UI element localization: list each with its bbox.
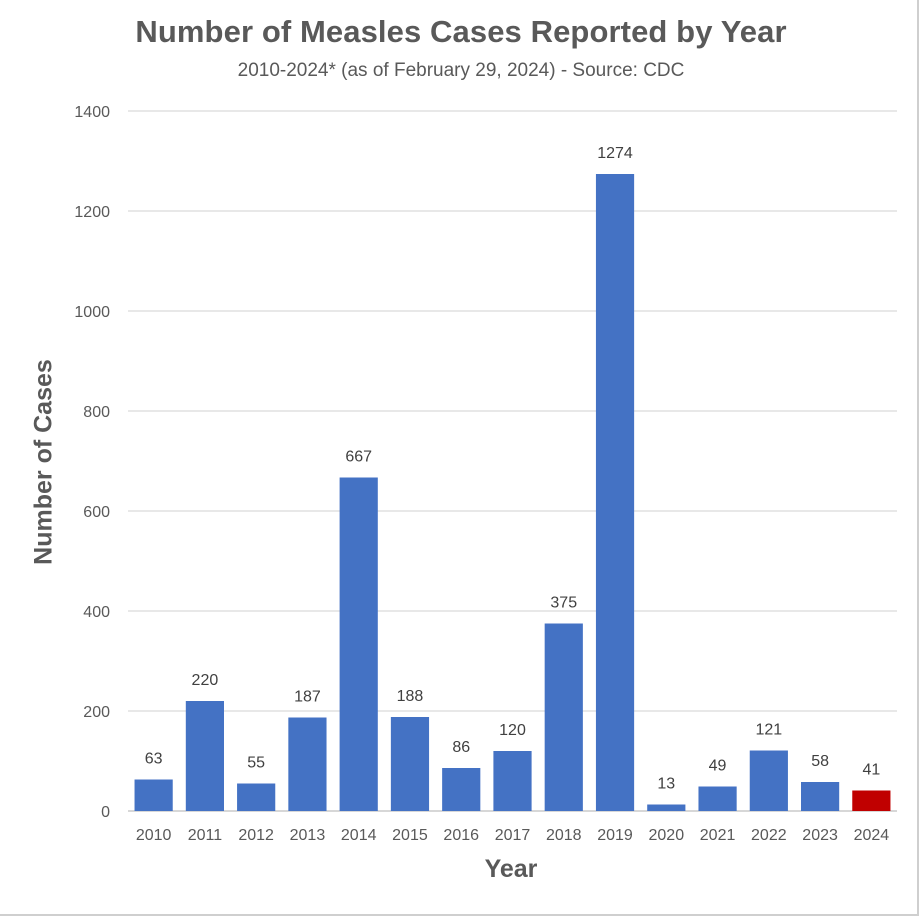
data-labels: 63 220 55 187 667 188 86 120 375 1274 13 49 121 58 41	[145, 145, 881, 793]
data-label-2018: 375	[550, 595, 577, 612]
bar-2011	[185, 701, 224, 811]
x-tick-label-2017: 2017	[495, 827, 531, 844]
x-tick-label-2010: 2010	[136, 827, 172, 844]
x-tick-label-2016: 2016	[443, 827, 479, 844]
bar-2019	[595, 174, 635, 811]
x-tick-label-2014: 2014	[341, 827, 377, 844]
bar-2021	[698, 786, 737, 811]
y-tick-label: 0	[101, 804, 110, 821]
x-tick-label-2020: 2020	[649, 827, 685, 844]
data-label-2012: 55	[247, 755, 265, 772]
data-label-2021: 49	[709, 758, 727, 775]
data-label-2016: 86	[452, 739, 470, 756]
data-label-2011: 220	[192, 672, 219, 689]
data-label-2023: 58	[811, 753, 829, 770]
data-label-2010: 63	[145, 751, 163, 768]
x-tick-label-2022: 2022	[751, 827, 787, 844]
gridlines	[128, 110, 897, 812]
y-tick-label: 1400	[74, 104, 110, 121]
x-tick-label-2021: 2021	[700, 827, 736, 844]
bars	[134, 174, 891, 811]
bar-2024	[852, 790, 891, 811]
bar-2015	[390, 717, 430, 811]
y-tick-label: 800	[83, 404, 110, 421]
data-label-2020: 13	[657, 776, 675, 793]
y-tick-label: 600	[83, 504, 110, 521]
x-tick-label-2015: 2015	[392, 827, 428, 844]
data-label-2022: 121	[755, 722, 782, 739]
data-label-2019: 1274	[597, 145, 633, 162]
bar-2020	[647, 804, 686, 811]
data-label-2015: 188	[397, 688, 424, 705]
bar-2016	[442, 768, 481, 811]
bar-2023	[801, 782, 840, 811]
data-label-2017: 120	[499, 722, 526, 739]
y-axis-ticks: 0 200 400 600 800 1000 1200 1400	[74, 104, 110, 821]
x-axis-ticks: 2010 2011 2012 2013 2014 2015 2016 2017 2018 2019…	[136, 827, 889, 844]
x-tick-label-2024: 2024	[854, 827, 890, 844]
data-label-2014: 667	[345, 449, 372, 466]
bar-2012	[237, 783, 276, 811]
x-tick-label-2012: 2012	[238, 827, 274, 844]
data-label-2024: 41	[862, 762, 880, 779]
x-tick-label-2013: 2013	[290, 827, 326, 844]
y-tick-label: 1200	[74, 204, 110, 221]
bar-2013	[288, 717, 327, 811]
x-axis-label: Year	[484, 855, 538, 883]
chart-title: Number of Measles Cases Reported by Year	[135, 14, 787, 49]
data-label-2013: 187	[294, 689, 321, 706]
x-tick-label-2011: 2011	[188, 827, 223, 844]
y-tick-label: 200	[83, 704, 110, 721]
x-tick-label-2023: 2023	[802, 827, 838, 844]
x-tick-label-2018: 2018	[546, 827, 582, 844]
bar-2017	[493, 751, 532, 811]
y-tick-label: 1000	[74, 304, 110, 321]
bar-2022	[749, 750, 788, 811]
chart-subtitle: 2010-2024* (as of February 29, 2024) - S…	[237, 60, 685, 81]
bar-2010	[134, 779, 173, 811]
y-tick-label: 400	[83, 604, 110, 621]
x-tick-label-2019: 2019	[597, 827, 633, 844]
bar-2018	[544, 623, 583, 811]
bar-2014	[339, 477, 378, 811]
